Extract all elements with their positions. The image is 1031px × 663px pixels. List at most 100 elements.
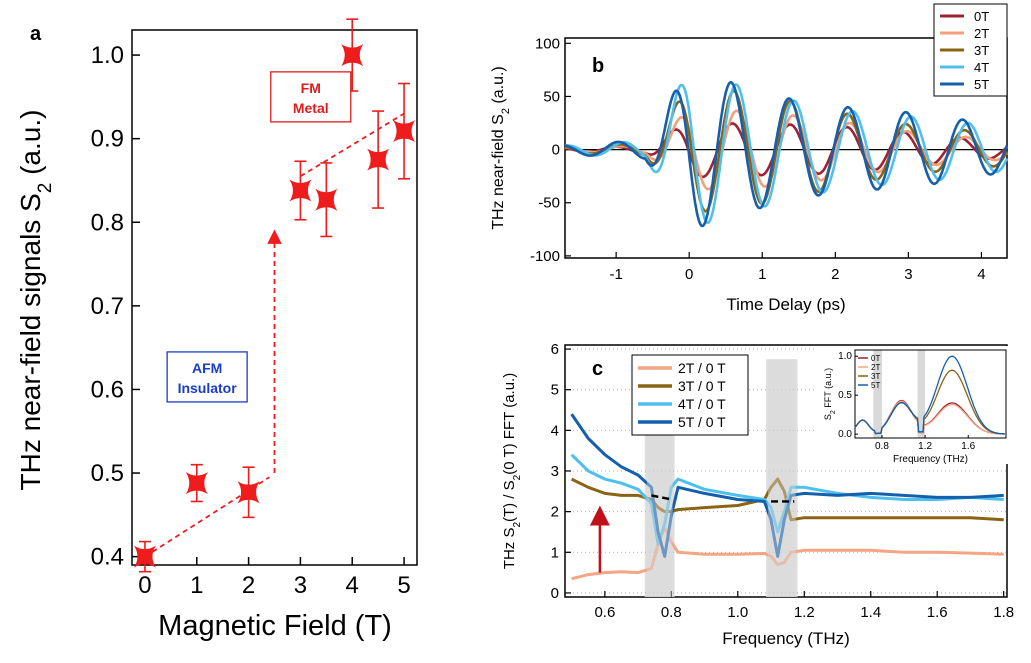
- chart-a-xtick-label: 1: [190, 572, 203, 599]
- chart-a-data-point: [315, 188, 338, 211]
- chart-c-ytick-label: 4: [551, 422, 559, 439]
- chart-c-xlabel: Frequency (THz): [722, 629, 850, 648]
- chart-b-ytick-label: 0: [552, 142, 560, 159]
- panel-label-a: a: [30, 23, 42, 45]
- chart-b-legend-label: 0T: [974, 9, 989, 24]
- chart-c-inset-series: [854, 355, 1005, 435]
- chart-c-ylabel: THz S2(T) / S2(0 T) FFT (a.u.): [501, 373, 523, 569]
- chart-c-inset-xtick-label: 0.8: [875, 441, 889, 452]
- chart-b-ytick-label: -100: [530, 248, 560, 265]
- chart-c-xtick-label: 1.2: [794, 604, 815, 621]
- chart-c-inset-legend-label: 0T: [871, 354, 880, 363]
- chart-c-xtick-label: 1.0: [727, 604, 748, 621]
- chart-c-xtick-label: 1.8: [993, 604, 1014, 621]
- chart-a-frame: [131, 29, 418, 566]
- chart-a-data-point: [289, 179, 312, 202]
- chart-a-annotation-text: FM: [301, 80, 321, 96]
- chart-a-trend-line: [144, 476, 270, 558]
- chart-a: 0 1 2 3 4 5 0.4 0.5 0.6 0.7 0.8 0.9 1.0 AFM Insulator…: [15, 18, 418, 642]
- chart-a-annotation-box: [166, 351, 248, 403]
- chart-b-legend-label: 2T: [974, 26, 989, 41]
- chart-a-ytick-label: 0.6: [91, 376, 124, 403]
- chart-c-legend-label: 2T / 0 T: [678, 360, 726, 376]
- chart-c-series-line: [570, 413, 1004, 558]
- chart-c-ytick-label: 3: [551, 463, 559, 480]
- chart-c-ytick-label: 2: [551, 504, 559, 521]
- chart-b-ytick-label: 100: [535, 35, 560, 52]
- chart-a-annotation-text: AFM: [192, 360, 222, 376]
- chart-c-series-line: [570, 477, 1004, 522]
- chart-c-xtick-label: 0.8: [661, 604, 682, 621]
- chart-c-dashed-segment: [651, 494, 672, 501]
- chart-c-inset-frame: [854, 349, 1007, 439]
- chart-a-ylabel: THz near-field signals S2 (a.u.): [15, 110, 56, 491]
- chart-c-inset-legend-label: 3T: [871, 372, 880, 381]
- chart-c-inset-ylabel: S2 FFT (a.u.): [823, 368, 837, 420]
- chart-b-series-5T: [564, 81, 1009, 228]
- chart-c-inset-legend-label: 5T: [871, 381, 880, 390]
- chart-b-legend-label: 3T: [974, 43, 989, 58]
- chart-a-annotation-text: Insulator: [178, 380, 238, 396]
- chart-b-ytick-label: 50: [543, 88, 560, 105]
- chart-a-ytick-label: 0.4: [91, 544, 124, 571]
- chart-b-xtick-label: 1: [758, 266, 766, 283]
- chart-b-xtick-label: 2: [831, 266, 839, 283]
- chart-a-data-point: [185, 472, 208, 495]
- chart-a-xtick-label: 2: [242, 572, 255, 599]
- chart-c-legend-label: 4T / 0 T: [678, 396, 726, 412]
- chart-b-legend-label: 5T: [974, 77, 989, 92]
- chart-a-xtick-label: 3: [294, 572, 307, 599]
- chart-b-xtick-label: 4: [977, 266, 985, 283]
- chart-c-inset-ytick-label: 0.5: [838, 390, 852, 401]
- chart-a-xtick-label: 4: [346, 572, 359, 599]
- chart-c-inset-bg: [815, 346, 1008, 464]
- chart-a-xtick-label: 5: [397, 572, 410, 599]
- chart-a-xtick-label: 0: [138, 572, 151, 599]
- chart-a-ytick-label: 0.9: [91, 126, 124, 153]
- chart-c-inset-ytick-label: 0.0: [838, 429, 852, 440]
- chart-c-legend-label: 5T / 0 T: [678, 414, 726, 430]
- chart-a-ytick-label: 0.5: [91, 460, 124, 487]
- chart-a-annotation-text: Metal: [293, 100, 329, 116]
- chart-a-data-point: [237, 481, 260, 504]
- chart-c: 0.6 0.8 1.0 1.2 1.4 1.6 1.8 0 1 2 3 4 5 6 2T / 0 T 3T …: [501, 341, 1014, 648]
- chart-a-trend-line: [299, 112, 405, 178]
- panel-label-b: b: [592, 55, 604, 77]
- chart-a-data-point: [393, 120, 416, 143]
- chart-c-ytick-label: 6: [551, 341, 559, 358]
- chart-a-data-point: [133, 545, 156, 568]
- chart-c-ytick-label: 0: [551, 585, 559, 602]
- chart-c-inset-band: [873, 350, 882, 438]
- chart-b: -1 0 1 2 3 4 -100 -50 0 50 100 0T 2T 3T 4T 5T Time Del…: [490, 3, 1009, 314]
- chart-a-ytick-label: 1.0: [91, 42, 124, 69]
- chart-b-series-4T: [564, 83, 1009, 224]
- chart-b-xlabel: Time Delay (ps): [726, 295, 845, 314]
- chart-a-annotation-box: [270, 71, 352, 123]
- chart-c-inset-ytick-label: 1.0: [838, 351, 852, 362]
- chart-c-inset-xtick-label: 1.6: [961, 441, 975, 452]
- chart-b-xtick-label: 3: [904, 266, 912, 283]
- chart-b-ytick-label: -50: [538, 195, 560, 212]
- chart-c-ytick-label: 1: [551, 544, 559, 561]
- chart-a-ytick-label: 0.7: [91, 293, 124, 320]
- chart-a-data-point: [367, 148, 390, 171]
- chart-c-ytick-label: 5: [551, 382, 559, 399]
- chart-c-xtick-label: 1.6: [927, 604, 948, 621]
- chart-c-series-line: [571, 526, 1004, 581]
- chart-c-inset-xlabel: Frequency (THz): [893, 454, 968, 465]
- chart-b-ylabel: THz near-field S2 (a.u.): [490, 66, 512, 230]
- chart-c-inset-xtick-label: 1.2: [918, 441, 932, 452]
- panel-label-c: c: [592, 358, 603, 380]
- chart-a-xlabel: Magnetic Field (T): [158, 610, 392, 642]
- chart-c-inset-band: [917, 350, 926, 438]
- chart-c-xtick-label: 1.4: [860, 604, 881, 621]
- chart-c-series-line: [570, 453, 1004, 546]
- chart-a-data-point: [341, 44, 364, 67]
- chart-c-inset-legend-label: 2T: [871, 363, 880, 372]
- chart-c-band-overlay: [768, 359, 796, 597]
- chart-a-ytick-label: 0.8: [91, 209, 124, 236]
- chart-b-xtick-label: -1: [609, 266, 622, 283]
- chart-c-xtick-label: 0.6: [594, 604, 615, 621]
- chart-b-legend-label: 4T: [974, 60, 989, 75]
